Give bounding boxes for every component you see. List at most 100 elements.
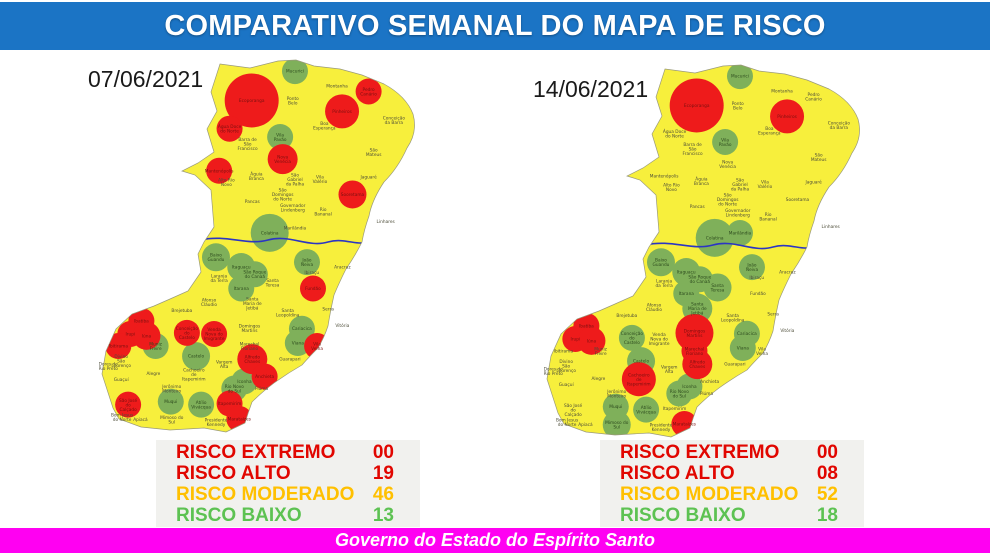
municipality-label: Cachoeiro de Itapemirim	[627, 372, 650, 387]
municipality-region	[293, 249, 320, 276]
municipality-label: Santa Maria de Jetibá	[243, 297, 262, 312]
municipality-label: Marataízes	[673, 420, 697, 427]
municipality-label: Alegre	[146, 371, 160, 377]
legend-value: 18	[816, 504, 838, 526]
municipality-label: Dores do Rio Preto	[99, 362, 119, 373]
municipality-label: Marilândia	[729, 229, 752, 236]
municipality-label: Iconha	[237, 379, 252, 385]
municipality-label: Anchieta	[700, 379, 719, 385]
municipality-label: Vila Velha	[311, 341, 323, 352]
legend-row: RISCO MODERADO 46	[156, 484, 420, 505]
municipality-label: Vitória	[335, 322, 349, 329]
municipality-label: Jerônimo Monteiro	[606, 388, 626, 400]
legend-week1: RISCO EXTREMO 00 RISCO ALTO 19 RISCO MODERAD…	[156, 440, 420, 527]
municipality-label: Bom Jesus do Norte	[111, 412, 134, 423]
municipality-label: Domingos Martins	[684, 328, 706, 339]
municipality-label: Baixo Guandu	[653, 258, 670, 269]
municipality-label: Vila Velha	[756, 346, 768, 357]
municipality-label: Fundão	[750, 291, 766, 297]
municipality-label: Santa Teresa	[265, 278, 280, 289]
page-title: COMPARATIVO SEMANAL DO MAPA DE RISCO	[164, 9, 826, 42]
municipality-region	[132, 321, 161, 350]
municipality-label: Alegre	[591, 376, 605, 382]
legend-value: 00	[372, 441, 394, 463]
municipality-region	[712, 128, 739, 155]
legend-value: 19	[372, 462, 394, 484]
municipality-label: Irupi	[125, 331, 135, 337]
municipality-label: São Gabriel da Palha	[731, 178, 750, 193]
legend-row: RISCO ALTO 19	[156, 463, 420, 484]
date-label-week1: 07/06/2021	[88, 66, 204, 92]
municipality-label: Marechal Floriano	[685, 346, 705, 357]
municipality-region	[157, 388, 184, 415]
municipality-label: Venda Nova do Imigrante	[204, 327, 225, 342]
municipality-label: Aracruz	[779, 270, 796, 276]
municipality-label: São Gabriel da Palha	[286, 173, 305, 188]
municipality-region	[105, 333, 132, 360]
legend-value: 08	[816, 462, 838, 484]
risk-map-week1: Mucurici Montanha Pedro Canário Ecoporanga Po…	[99, 59, 415, 433]
municipality-region	[206, 157, 233, 184]
municipality-region	[695, 218, 734, 257]
municipality-label: Cariacica	[292, 326, 312, 332]
municipality-region	[267, 144, 298, 175]
state-outline	[101, 59, 415, 433]
municipality-label: Itapemirim	[218, 401, 241, 407]
municipality-label: Mucurici	[731, 74, 749, 80]
municipality-label: Brejetuba	[171, 308, 192, 314]
municipality-label: Barra de São Francisco	[683, 142, 703, 157]
municipality-region	[666, 380, 693, 407]
municipality-label: Vargem Alta	[216, 360, 233, 371]
state-fill	[547, 65, 860, 437]
municipality-label: São José do Calçado	[564, 402, 582, 418]
municipality-region	[201, 320, 228, 347]
state-outline	[546, 64, 860, 438]
municipality-label: Água Doce do Norte	[663, 128, 687, 140]
municipality-label: Itarana	[679, 291, 695, 297]
rio-doce-river-line	[644, 242, 809, 250]
municipality-label: Aracruz	[334, 265, 351, 271]
municipality-label: Sooretama	[786, 197, 810, 203]
municipality-label: Governador Lindenberg	[725, 208, 751, 219]
municipality-label: Anchieta	[255, 374, 274, 380]
municipality-label: Ibiraçu	[304, 270, 319, 276]
municipality-label: Nova Venécia	[719, 159, 736, 170]
legend-label: RISCO ALTO	[620, 462, 735, 484]
risk-map-week2: Mucurici Montanha Pedro Canário Ecoporanga Po…	[544, 64, 860, 438]
municipality-label: Colatina	[706, 235, 724, 241]
municipality-region	[224, 73, 279, 128]
municipality-label: Montanha	[326, 84, 348, 90]
municipality-region	[577, 326, 606, 355]
municipality-label: Linhares	[822, 224, 841, 230]
municipality-label: Pedro Canário	[805, 92, 822, 103]
municipality-region	[284, 330, 311, 357]
municipality-label: Baixo Guandu	[208, 253, 225, 264]
municipality-label: Jaguaré	[804, 179, 822, 186]
legend-row: RISCO MODERADO 52	[600, 484, 864, 505]
municipality-label: Linhares	[377, 219, 396, 225]
municipality-label: São Domingos do Norte	[272, 188, 294, 203]
municipality-label: Santa Teresa	[710, 283, 725, 294]
municipality-label: Rio Novo do Sul	[670, 389, 690, 400]
municipality-label: Montanha	[771, 89, 793, 95]
municipality-region	[250, 213, 289, 252]
municipality-region	[251, 363, 278, 390]
municipality-region	[669, 78, 724, 133]
municipality-labels: Mucurici Montanha Pedro Canário Ecoporanga Po…	[544, 74, 851, 433]
legend-row: RISCO BAIXO 18	[600, 505, 864, 526]
municipality-label: Santa Leopoldina	[721, 313, 745, 324]
municipality-label: Vargem Alta	[661, 365, 678, 376]
legend-row: RISCO EXTREMO 00	[600, 442, 864, 463]
rio-doce-river-line	[199, 237, 364, 245]
municipality-label: Iúna	[142, 332, 152, 339]
municipality-label: Viana	[737, 346, 749, 352]
municipality-label: Afonso Cláudio	[201, 298, 217, 309]
legend-value: 00	[816, 441, 838, 463]
municipality-label: Rio Novo do Sul	[225, 384, 245, 395]
municipality-label: Muniz Freire	[594, 346, 607, 357]
legend-row: RISCO ALTO 08	[600, 463, 864, 484]
municipality-label: Vila Pavão	[719, 137, 732, 148]
municipality-region	[216, 115, 243, 142]
municipality-label: Boa Esperança	[758, 126, 781, 137]
